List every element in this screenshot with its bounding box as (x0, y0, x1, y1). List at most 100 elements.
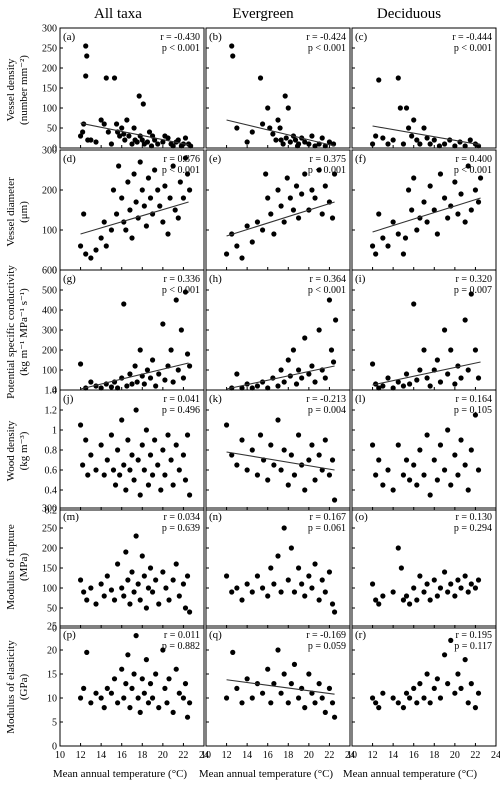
data-point (376, 385, 382, 391)
data-point (448, 347, 454, 353)
data-point (105, 129, 111, 135)
panel-letter: (p) (63, 629, 76, 641)
y-tick-label: 0 (52, 742, 57, 753)
stat-p: p < 0.001 (308, 285, 346, 296)
data-point (249, 447, 255, 453)
trend-line (226, 679, 335, 695)
row-label-line2: (MPa) (18, 553, 30, 581)
data-point (234, 125, 240, 131)
data-point (244, 139, 250, 145)
stat-r: r = 0.364 (310, 274, 346, 285)
data-point (465, 589, 471, 595)
data-point (285, 357, 291, 363)
data-point (101, 472, 107, 478)
x-tick-label: 14 (388, 750, 398, 761)
data-point (121, 131, 127, 137)
x-tick-label: 24 (199, 750, 209, 761)
data-point (287, 195, 293, 201)
data-point (445, 589, 451, 595)
data-point (285, 700, 291, 706)
data-point (98, 385, 104, 391)
data-point (421, 472, 427, 478)
data-point (135, 457, 141, 463)
panel-frame (205, 625, 351, 747)
data-point (165, 135, 171, 141)
data-point (239, 597, 245, 603)
data-point (244, 581, 250, 587)
y-tick-label: 15 (47, 670, 57, 681)
data-point (127, 207, 133, 213)
data-point (306, 371, 312, 377)
data-point (127, 601, 133, 607)
data-point (223, 251, 230, 257)
data-point (414, 700, 420, 706)
y-tick-label: 50 (47, 604, 57, 615)
panel-letter: (m) (63, 511, 79, 523)
data-point (176, 690, 182, 696)
data-point (180, 452, 187, 458)
data-point (133, 199, 139, 205)
y-tick-label: 200 (42, 346, 57, 357)
data-point (284, 175, 290, 181)
data-point (462, 317, 468, 323)
data-point (306, 573, 312, 579)
data-point (153, 383, 159, 389)
data-point (83, 437, 89, 443)
data-point (395, 231, 401, 237)
data-point (462, 462, 468, 468)
data-point (182, 289, 189, 295)
data-point (455, 472, 461, 478)
panel-letter: (q) (209, 629, 222, 641)
y-tick-label: 100 (42, 366, 57, 377)
data-point (468, 291, 474, 297)
data-point (309, 585, 315, 591)
data-point (162, 472, 168, 478)
data-point (254, 472, 261, 478)
stat-r: r = 0.336 (164, 274, 200, 285)
data-point (427, 597, 433, 603)
data-point (153, 577, 159, 583)
data-point (101, 593, 107, 599)
y-tick-label: 25 (47, 622, 57, 633)
data-point (257, 75, 264, 81)
data-point (380, 135, 386, 141)
panel-frame (351, 625, 497, 747)
data-point (283, 135, 289, 141)
data-point (129, 569, 135, 575)
data-point (403, 105, 410, 111)
data-point (472, 187, 479, 193)
data-point (421, 695, 427, 701)
panel-letter: (o) (355, 511, 368, 523)
row-label-line2: (GPa) (18, 674, 30, 701)
data-point (455, 577, 461, 583)
data-point (411, 117, 417, 123)
data-point (322, 375, 328, 381)
data-point (373, 133, 379, 139)
data-point (302, 705, 308, 711)
data-point (291, 472, 298, 478)
data-point (369, 361, 376, 367)
data-point (101, 121, 107, 127)
data-point (165, 432, 171, 438)
data-point (299, 375, 305, 381)
data-point (131, 589, 137, 595)
data-point (417, 573, 423, 579)
data-point (104, 457, 110, 463)
data-point (285, 482, 291, 488)
data-point (180, 195, 187, 201)
stat-r: r = 0.375 (310, 154, 346, 165)
y-tick-label: 0.6 (45, 466, 58, 477)
stat-r: r = 0.130 (456, 512, 492, 523)
data-point (117, 133, 123, 139)
data-point (184, 573, 191, 579)
data-point (133, 633, 139, 639)
data-point (417, 447, 423, 453)
data-point (127, 467, 133, 473)
x-tick-label: 24 (491, 750, 500, 761)
data-point (149, 472, 156, 478)
data-point (436, 143, 443, 149)
y-tick-label: 1.2 (45, 406, 58, 417)
